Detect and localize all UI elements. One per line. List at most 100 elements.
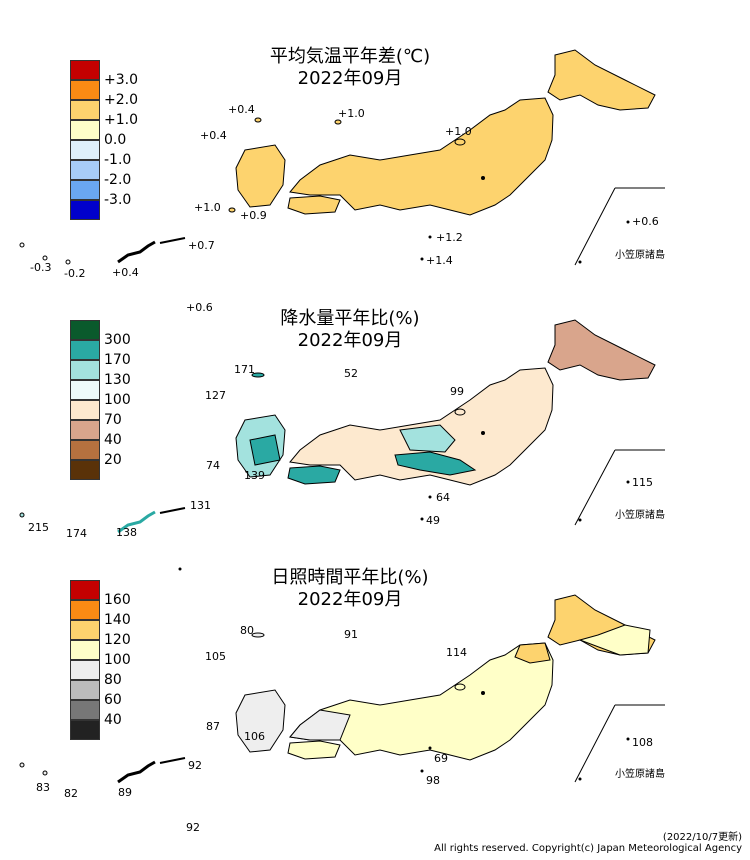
rain-heavy-zone — [394, 451, 477, 476]
island-dot — [578, 518, 582, 522]
shikoku-shape — [287, 740, 341, 760]
legend-swatch — [70, 140, 100, 160]
station-value: +1.4 — [426, 254, 453, 267]
hokkaido-south-zone — [578, 624, 651, 656]
station-value: 131 — [190, 499, 211, 512]
legend-swatch — [70, 180, 100, 200]
legend-label: +2.0 — [104, 92, 138, 108]
precipitation-title-text: 降水量平年比(%) — [280, 308, 420, 329]
station-value: +1.2 — [436, 231, 463, 244]
station-value: 98 — [426, 774, 440, 787]
ogasawara-inset-frame — [574, 187, 665, 266]
station-value: +0.9 — [240, 209, 267, 222]
ogasawara-inset-frame — [574, 449, 665, 526]
legend-label: 40 — [104, 712, 122, 728]
station-value: 115 — [632, 476, 653, 489]
legend-swatch — [70, 360, 100, 380]
legend-swatch — [70, 580, 100, 600]
sunshine-panel: 日照時間平年比(%) 2022年09月 160 140 120 100 80 6… — [0, 545, 750, 834]
island-dot — [65, 259, 71, 265]
west-honshu-zone — [289, 709, 351, 741]
island-shape — [254, 117, 262, 123]
island-dot — [42, 255, 48, 261]
island-dot — [19, 762, 25, 768]
legend-swatch — [70, 440, 100, 460]
legend-label: 160 — [104, 592, 131, 608]
island-dot — [420, 517, 424, 521]
island-shape — [251, 372, 265, 378]
station-value: +1.0 — [338, 107, 365, 120]
temperature-map — [19, 49, 665, 266]
station-value: 82 — [64, 787, 78, 800]
temperature-title-text: 平均気温平年差(℃) — [269, 46, 431, 67]
shikoku-shape — [287, 195, 341, 215]
honshu-shape — [289, 367, 554, 486]
kyushu-shape — [235, 144, 286, 208]
station-value: 127 — [205, 389, 226, 402]
hokkaido-shape — [547, 319, 656, 381]
legend-label: -3.0 — [104, 192, 132, 208]
station-value: 171 — [234, 363, 255, 376]
kyushu-shape — [235, 689, 286, 753]
legend-label: 140 — [104, 612, 131, 628]
legend-label: 20 — [104, 452, 122, 468]
station-value: 64 — [436, 491, 450, 504]
island-dot — [481, 691, 485, 695]
legend-swatch — [70, 60, 100, 80]
station-value: -0.2 — [64, 267, 86, 280]
ogasawara-label: 小笠原諸島 — [615, 250, 665, 261]
legend-label: 100 — [104, 652, 131, 668]
station-value: +0.7 — [188, 239, 215, 252]
amami-shape — [159, 507, 186, 514]
island-shape — [251, 632, 265, 638]
island-dot — [481, 176, 485, 180]
amami-shape — [159, 757, 186, 764]
station-value: +1.0 — [194, 201, 221, 214]
sunshine-title-text: 日照時間平年比(%) — [271, 567, 429, 588]
legend-label: 0.0 — [104, 132, 127, 148]
ogasawara-inset-frame — [574, 704, 665, 783]
station-value: +0.6 — [186, 301, 213, 314]
legend-label: 170 — [104, 352, 131, 368]
station-value: 83 — [36, 781, 50, 794]
island-dot — [626, 737, 630, 741]
sunshine-subtitle: 2022年09月 — [297, 589, 403, 610]
honshu-shape — [289, 97, 554, 216]
station-value: +0.6 — [632, 215, 659, 228]
station-value: 49 — [426, 514, 440, 527]
station-value: 87 — [206, 720, 220, 733]
sunshine-title: 日照時間平年比(%) 2022年09月 — [200, 567, 500, 611]
island-dot — [19, 512, 25, 518]
sado-shape — [454, 683, 466, 691]
island-shape — [334, 119, 342, 125]
station-value: 80 — [240, 624, 254, 637]
island-dot — [428, 495, 432, 499]
station-value: 99 — [450, 385, 464, 398]
station-value: 114 — [446, 646, 467, 659]
legend-swatch — [70, 340, 100, 360]
station-value: 92 — [188, 759, 202, 772]
rain-moderate-zone — [399, 424, 456, 453]
update-date: (2022/10/7更新) — [662, 832, 742, 843]
island-shape — [228, 207, 236, 213]
island-dot — [626, 480, 630, 484]
okinawa-shape — [117, 760, 156, 784]
station-value: +0.4 — [112, 266, 139, 279]
station-value: 138 — [116, 526, 137, 539]
ogasawara-label: 小笠原諸島 — [615, 769, 665, 780]
station-value: 139 — [244, 469, 265, 482]
legend-label: 70 — [104, 412, 122, 428]
legend-swatch — [70, 400, 100, 420]
station-value: 52 — [344, 367, 358, 380]
legend-label: +3.0 — [104, 72, 138, 88]
legend-label: 40 — [104, 432, 122, 448]
ogasawara-label: 小笠原諸島 — [615, 510, 665, 521]
island-dot — [428, 746, 432, 750]
legend-swatch — [70, 660, 100, 680]
island-dot — [42, 770, 48, 776]
amami-shape — [159, 237, 186, 244]
legend-swatch — [70, 680, 100, 700]
legend-swatch — [70, 420, 100, 440]
legend-swatch — [70, 80, 100, 100]
legend-swatch — [70, 620, 100, 640]
